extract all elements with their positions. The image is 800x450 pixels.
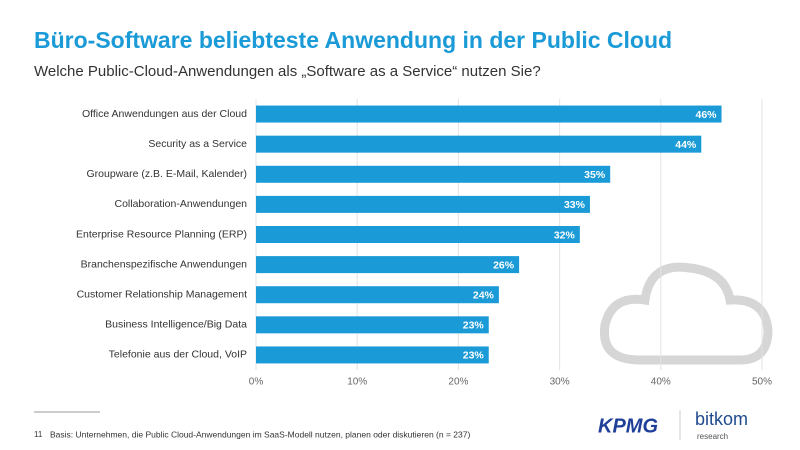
y-tick-label: Enterprise Resource Planning (ERP) bbox=[76, 228, 247, 240]
cloud-icon bbox=[599, 262, 773, 365]
logo-kpmg: KPMG bbox=[598, 415, 658, 437]
value-label: 33% bbox=[564, 199, 586, 211]
bar bbox=[256, 135, 702, 153]
bar bbox=[256, 226, 580, 243]
value-label: 26% bbox=[493, 259, 515, 271]
y-tick-label: Groupware (z.B. E-Mail, Kalender) bbox=[87, 168, 247, 180]
bar bbox=[256, 105, 722, 123]
value-label: 44% bbox=[675, 139, 697, 151]
value-label: 24% bbox=[473, 290, 495, 302]
y-tick-label: Telefonie aus der Cloud, VoIP bbox=[109, 349, 247, 361]
y-tick-label: Collaboration-Anwendungen bbox=[114, 198, 247, 210]
bar bbox=[256, 256, 520, 274]
x-tick-label: 30% bbox=[550, 377, 570, 388]
logo-research: research bbox=[697, 432, 728, 441]
bar bbox=[256, 286, 499, 304]
x-tick-label: 10% bbox=[347, 377, 367, 388]
value-label: 35% bbox=[584, 169, 606, 181]
bar bbox=[256, 195, 590, 213]
bar bbox=[256, 346, 489, 364]
x-tick-label: 0% bbox=[249, 377, 264, 388]
y-tick-label: Customer Relationship Management bbox=[77, 289, 248, 301]
x-tick-label: 50% bbox=[752, 377, 772, 388]
y-tick-label: Office Anwendungen aus der Cloud bbox=[82, 108, 247, 120]
value-label: 46% bbox=[696, 109, 718, 121]
y-tick-label: Security as a Service bbox=[148, 138, 247, 150]
footnote: Basis: Unternehmen, die Public Cloud-Anw… bbox=[50, 429, 470, 439]
bar bbox=[256, 316, 489, 334]
chart-subtitle: Welche Public-Cloud-Anwendungen als „Sof… bbox=[34, 63, 541, 80]
chart-title: Büro-Software beliebteste Anwendung in d… bbox=[34, 27, 672, 53]
x-tick-label: 20% bbox=[448, 377, 468, 388]
y-tick-label: Branchenspezifische Anwendungen bbox=[81, 258, 248, 270]
y-tick-label: Business Intelligence/Big Data bbox=[105, 319, 247, 331]
value-label: 23% bbox=[463, 320, 485, 332]
value-label: 32% bbox=[554, 229, 576, 241]
value-label: 23% bbox=[463, 350, 485, 362]
page-number: 11 bbox=[34, 430, 43, 439]
logo-bitkom: bitkom bbox=[695, 409, 748, 429]
x-tick-label: 40% bbox=[651, 377, 671, 388]
bar bbox=[256, 165, 611, 183]
